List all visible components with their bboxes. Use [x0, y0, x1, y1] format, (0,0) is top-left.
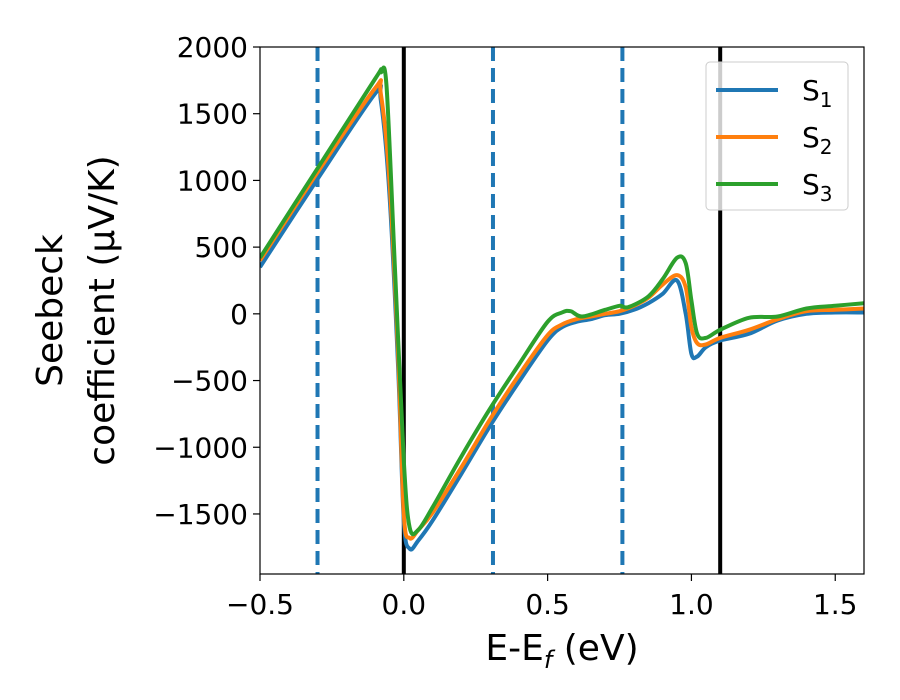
y-axis: −1500 −1000 −500 0 500 1000 1500 2000 — [153, 31, 260, 531]
reference-lines — [315, 47, 723, 574]
x-tick-label: 0.0 — [382, 588, 427, 621]
x-tick-label: 1.5 — [813, 588, 858, 621]
legend-label-s1: S1 — [802, 74, 833, 112]
series-line-s3 — [260, 65, 864, 537]
y-axis-title-line2: coefficient (μV/K) — [82, 155, 123, 465]
series-lines — [260, 65, 864, 552]
y-tick-label: 2000 — [177, 31, 248, 64]
legend-label-s3: S3 — [802, 168, 833, 206]
x-tick-label: 1.0 — [669, 588, 714, 621]
x-axis-title-main: E-E — [485, 628, 543, 669]
plot-frame — [259, 46, 865, 575]
legend: S1 S2 S3 — [705, 61, 849, 211]
y-tick-label: 0 — [230, 298, 248, 331]
y-tick-label: 500 — [195, 231, 248, 264]
y-tick-label: −1500 — [153, 498, 248, 531]
legend-label-s2: S2 — [802, 121, 833, 159]
x-axis: −0.5 0.0 0.5 1.0 1.5 — [226, 574, 858, 621]
x-tick-label: 0.5 — [525, 588, 570, 621]
y-tick-label: 1500 — [177, 98, 248, 131]
x-axis-title: E-Ef (eV) — [485, 628, 638, 674]
x-tick-label: −0.5 — [226, 588, 294, 621]
y-axis-title: Seebeck coefficient (μV/K) — [30, 155, 123, 465]
x-axis-title-suffix: (eV) — [552, 628, 638, 669]
y-tick-label: −500 — [171, 365, 248, 398]
y-axis-title-line1: Seebeck — [30, 234, 71, 387]
y-tick-label: 1000 — [177, 164, 248, 197]
y-tick-label: −1000 — [153, 431, 248, 464]
